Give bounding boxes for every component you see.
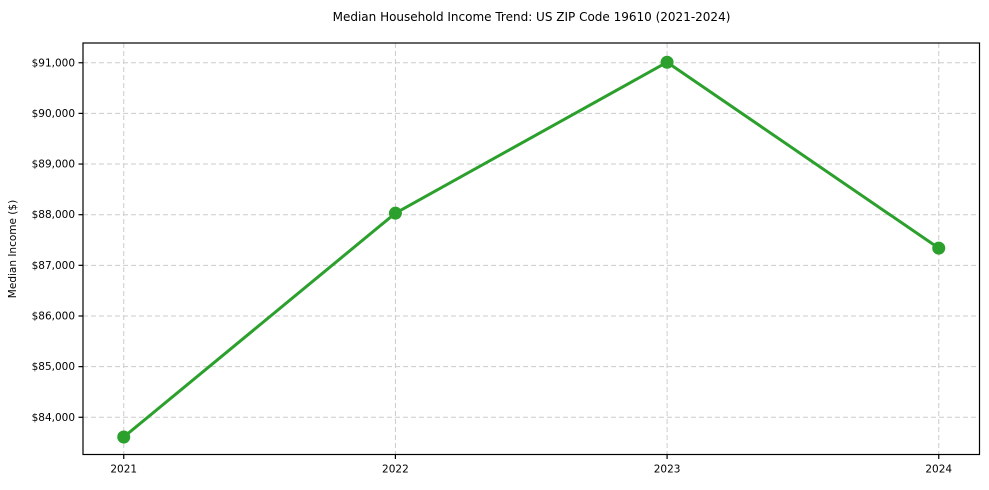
y-tick-label: $86,000 xyxy=(32,310,75,322)
y-tick-label: $85,000 xyxy=(32,361,75,373)
x-tick-label: 2021 xyxy=(110,464,137,476)
data-point-marker xyxy=(117,430,131,444)
plot-border xyxy=(82,42,981,456)
y-tick-label: $89,000 xyxy=(32,159,75,171)
y-tick-label: $84,000 xyxy=(32,412,75,424)
chart-title: Median Household Income Trend: US ZIP Co… xyxy=(332,10,731,24)
data-point-marker xyxy=(932,241,946,255)
y-tick-label: $91,000 xyxy=(32,57,75,69)
data-point-marker xyxy=(388,206,402,220)
y-tick-label: $88,000 xyxy=(32,209,75,221)
x-tick-label: 2022 xyxy=(382,464,409,476)
x-tick-label: 2024 xyxy=(925,464,952,476)
data-point-marker xyxy=(660,55,674,69)
y-tick-label: $87,000 xyxy=(32,260,75,272)
income-trend-line xyxy=(122,60,941,439)
x-tick-label: 2023 xyxy=(654,464,681,476)
y-tick-label: $90,000 xyxy=(32,108,75,120)
